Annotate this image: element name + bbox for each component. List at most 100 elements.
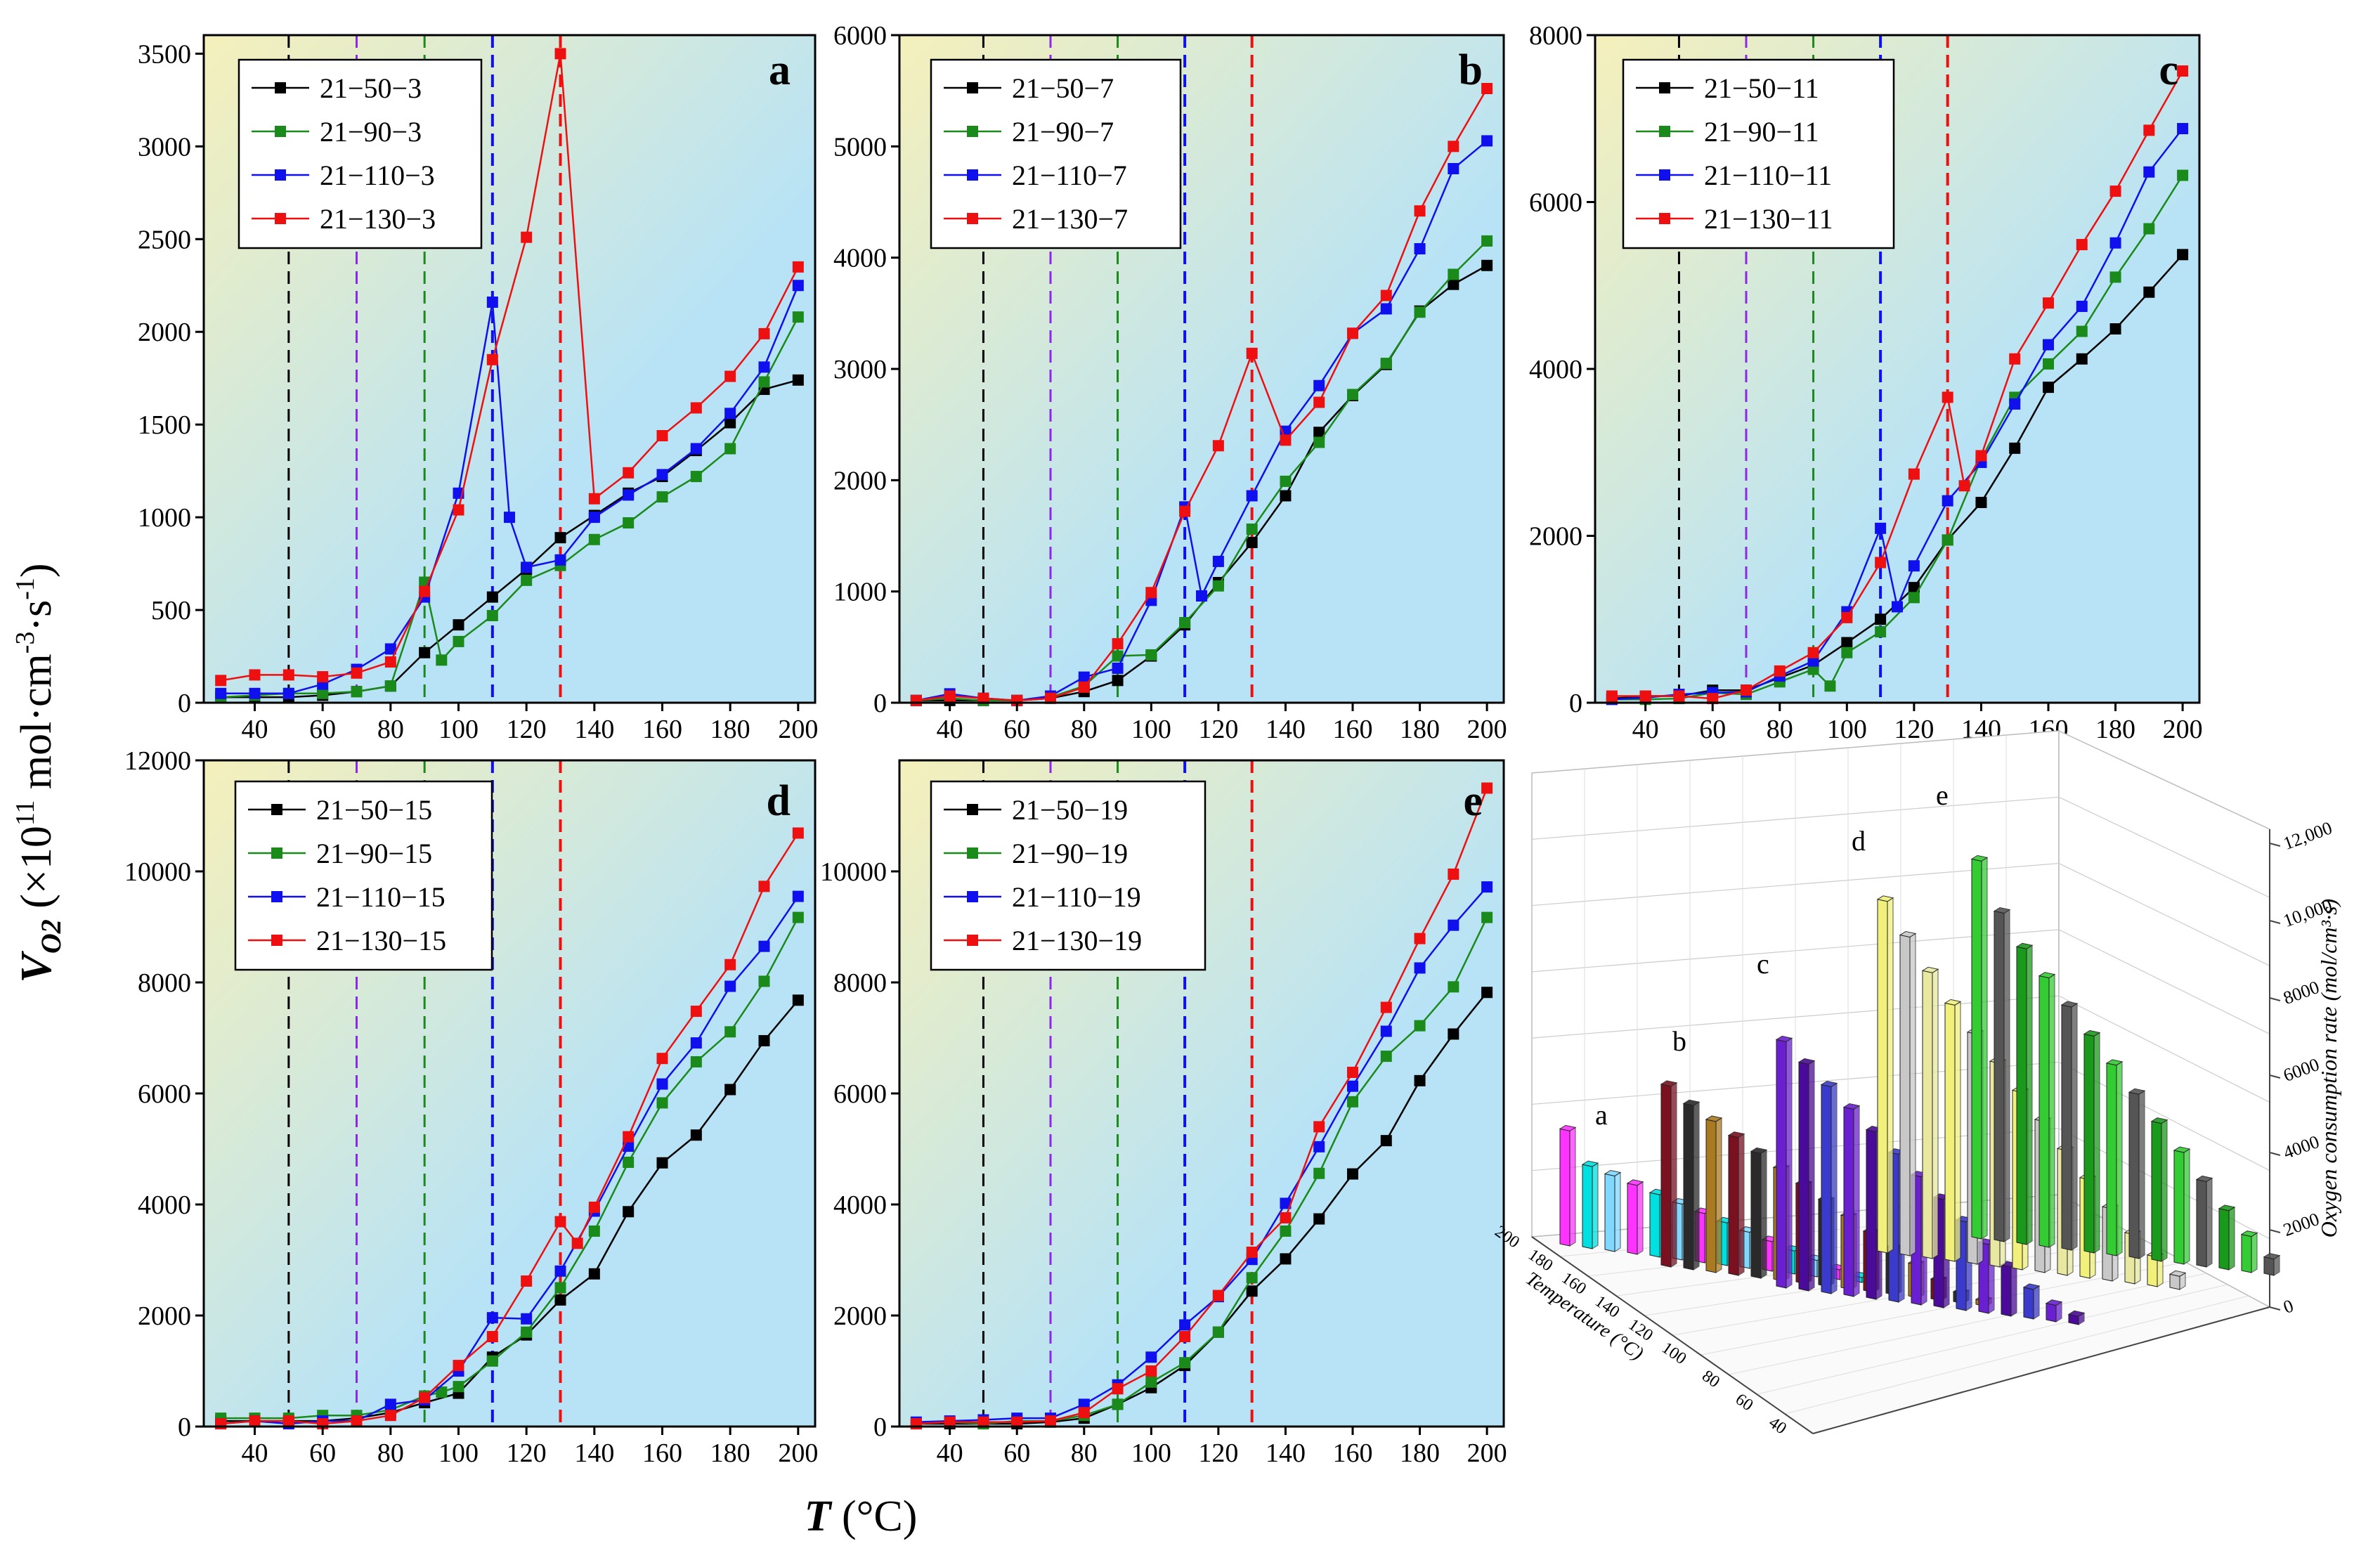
bar3d-bar-front bbox=[1821, 1084, 1832, 1294]
data-point bbox=[351, 686, 363, 698]
data-point bbox=[521, 1275, 533, 1287]
data-point bbox=[1112, 638, 1124, 650]
bar3d-bar-front bbox=[1843, 1106, 1854, 1297]
grid-line bbox=[2058, 929, 2270, 1034]
bar3d-bar-side bbox=[2206, 1177, 2213, 1268]
x-tick-label: 60 bbox=[1699, 715, 1726, 744]
data-point bbox=[656, 1157, 668, 1169]
bar3d-bar-front bbox=[2128, 1091, 2140, 1259]
bar3d-bar-top bbox=[2218, 1204, 2236, 1212]
grid-line bbox=[2058, 995, 2270, 1103]
data-point bbox=[623, 1156, 635, 1168]
axis-y bbox=[1531, 1236, 1814, 1434]
bar3d-bar-front bbox=[1944, 1002, 1956, 1262]
bar3d-bar-top bbox=[2083, 1029, 2101, 1037]
data-point bbox=[1380, 1135, 1392, 1147]
data-point bbox=[1448, 278, 1459, 290]
bar3d-bar-front bbox=[1582, 1164, 1593, 1249]
z-tick bbox=[2269, 1152, 2281, 1156]
data-point bbox=[521, 1313, 533, 1325]
legend-marker bbox=[275, 169, 286, 181]
legend-label: 21−110−19 bbox=[1012, 881, 1141, 913]
x-tick-label: 80 bbox=[1767, 715, 1793, 744]
legend-label: 21−130−19 bbox=[1012, 925, 1142, 956]
data-point bbox=[656, 491, 668, 503]
data-point bbox=[1448, 268, 1459, 280]
bar3d-series-label: d bbox=[1852, 825, 1866, 857]
data-point bbox=[1212, 1326, 1224, 1338]
data-point bbox=[486, 353, 498, 365]
data-point bbox=[215, 687, 227, 699]
x-tick-label: 100 bbox=[438, 1438, 479, 1468]
data-point bbox=[1807, 647, 1819, 658]
x-tick-label: 120 bbox=[507, 1438, 547, 1468]
data-point bbox=[2109, 271, 2121, 283]
data-point bbox=[486, 591, 498, 603]
x-tick-label: 80 bbox=[1071, 715, 1098, 744]
legend-label: 21−50−11 bbox=[1704, 72, 1819, 104]
x-tick-label: 80 bbox=[377, 715, 404, 744]
data-point bbox=[1212, 440, 1224, 452]
data-point bbox=[1078, 671, 1090, 683]
x-tick-label: 160 bbox=[1333, 1438, 1373, 1468]
data-point bbox=[521, 231, 533, 243]
bar3d-bar-top bbox=[2060, 1001, 2079, 1008]
data-point bbox=[1481, 235, 1493, 247]
data-point bbox=[1246, 1285, 1258, 1297]
bar3d-bar-top bbox=[1750, 1147, 1768, 1154]
data-point bbox=[504, 512, 515, 524]
x-tick-label: 180 bbox=[1400, 715, 1440, 744]
legend-marker bbox=[275, 82, 286, 93]
y-tick-label: 6000 bbox=[833, 1079, 887, 1109]
data-point bbox=[554, 532, 566, 544]
data-point bbox=[1380, 1025, 1392, 1037]
bar3d-bar-top bbox=[2263, 1253, 2281, 1260]
data-point bbox=[1380, 303, 1392, 315]
data-point bbox=[419, 1391, 431, 1403]
bar3d-bar-top bbox=[2173, 1146, 2191, 1153]
bar3d-bar-top bbox=[1820, 1080, 1838, 1088]
x-axis-label-main: T bbox=[805, 1493, 833, 1540]
data-point bbox=[1414, 1074, 1426, 1086]
y-tick-label: 1000 bbox=[833, 578, 887, 607]
data-point bbox=[1975, 497, 1987, 508]
bar3d-bar-front bbox=[1728, 1135, 1739, 1276]
series-line-0 bbox=[221, 379, 799, 699]
data-point bbox=[384, 1398, 396, 1410]
data-point bbox=[758, 376, 770, 388]
x-tick-label: 100 bbox=[1131, 1438, 1171, 1468]
bar3d-bar-side bbox=[2183, 1148, 2190, 1265]
data-point bbox=[419, 647, 431, 658]
data-point bbox=[1481, 911, 1493, 923]
bar3d-bar-front bbox=[1649, 1192, 1660, 1258]
data-point bbox=[724, 1026, 736, 1038]
data-point bbox=[1078, 681, 1090, 693]
data-point bbox=[1196, 590, 1207, 602]
x-tick-label: 160 bbox=[642, 1438, 682, 1468]
data-point bbox=[1958, 480, 1970, 492]
bar3d-bar-side bbox=[1760, 1149, 1767, 1279]
legend-label: 21−110−15 bbox=[316, 881, 446, 913]
bar3d-bar-side bbox=[2093, 1032, 2100, 1254]
data-point bbox=[758, 881, 770, 892]
panel-b: 0 1000 2000 3000 4000 5000 6000 40 60 80 100 120 140… bbox=[833, 21, 1507, 744]
bar3d-bar-side bbox=[1569, 1126, 1576, 1247]
legend-label: 21−50−15 bbox=[316, 794, 432, 826]
z-tick bbox=[2269, 920, 2281, 924]
y-tick-label: 6000 bbox=[138, 1079, 191, 1109]
data-point bbox=[792, 311, 804, 323]
y-tick-label: 2000 bbox=[138, 1301, 191, 1331]
data-point bbox=[1313, 427, 1325, 439]
bar3d-bar-top bbox=[2195, 1175, 2213, 1182]
data-point bbox=[758, 1034, 770, 1046]
bar3d-bar-top bbox=[1727, 1131, 1745, 1138]
data-point bbox=[1380, 1001, 1392, 1013]
data-point bbox=[1078, 1407, 1090, 1419]
panel-label: c bbox=[2159, 46, 2178, 94]
data-point bbox=[2177, 123, 2189, 134]
grid-line bbox=[1784, 1295, 2249, 1415]
data-point bbox=[1841, 611, 1853, 623]
data-point bbox=[758, 361, 770, 373]
bar3d-bar-side bbox=[1853, 1105, 1860, 1297]
